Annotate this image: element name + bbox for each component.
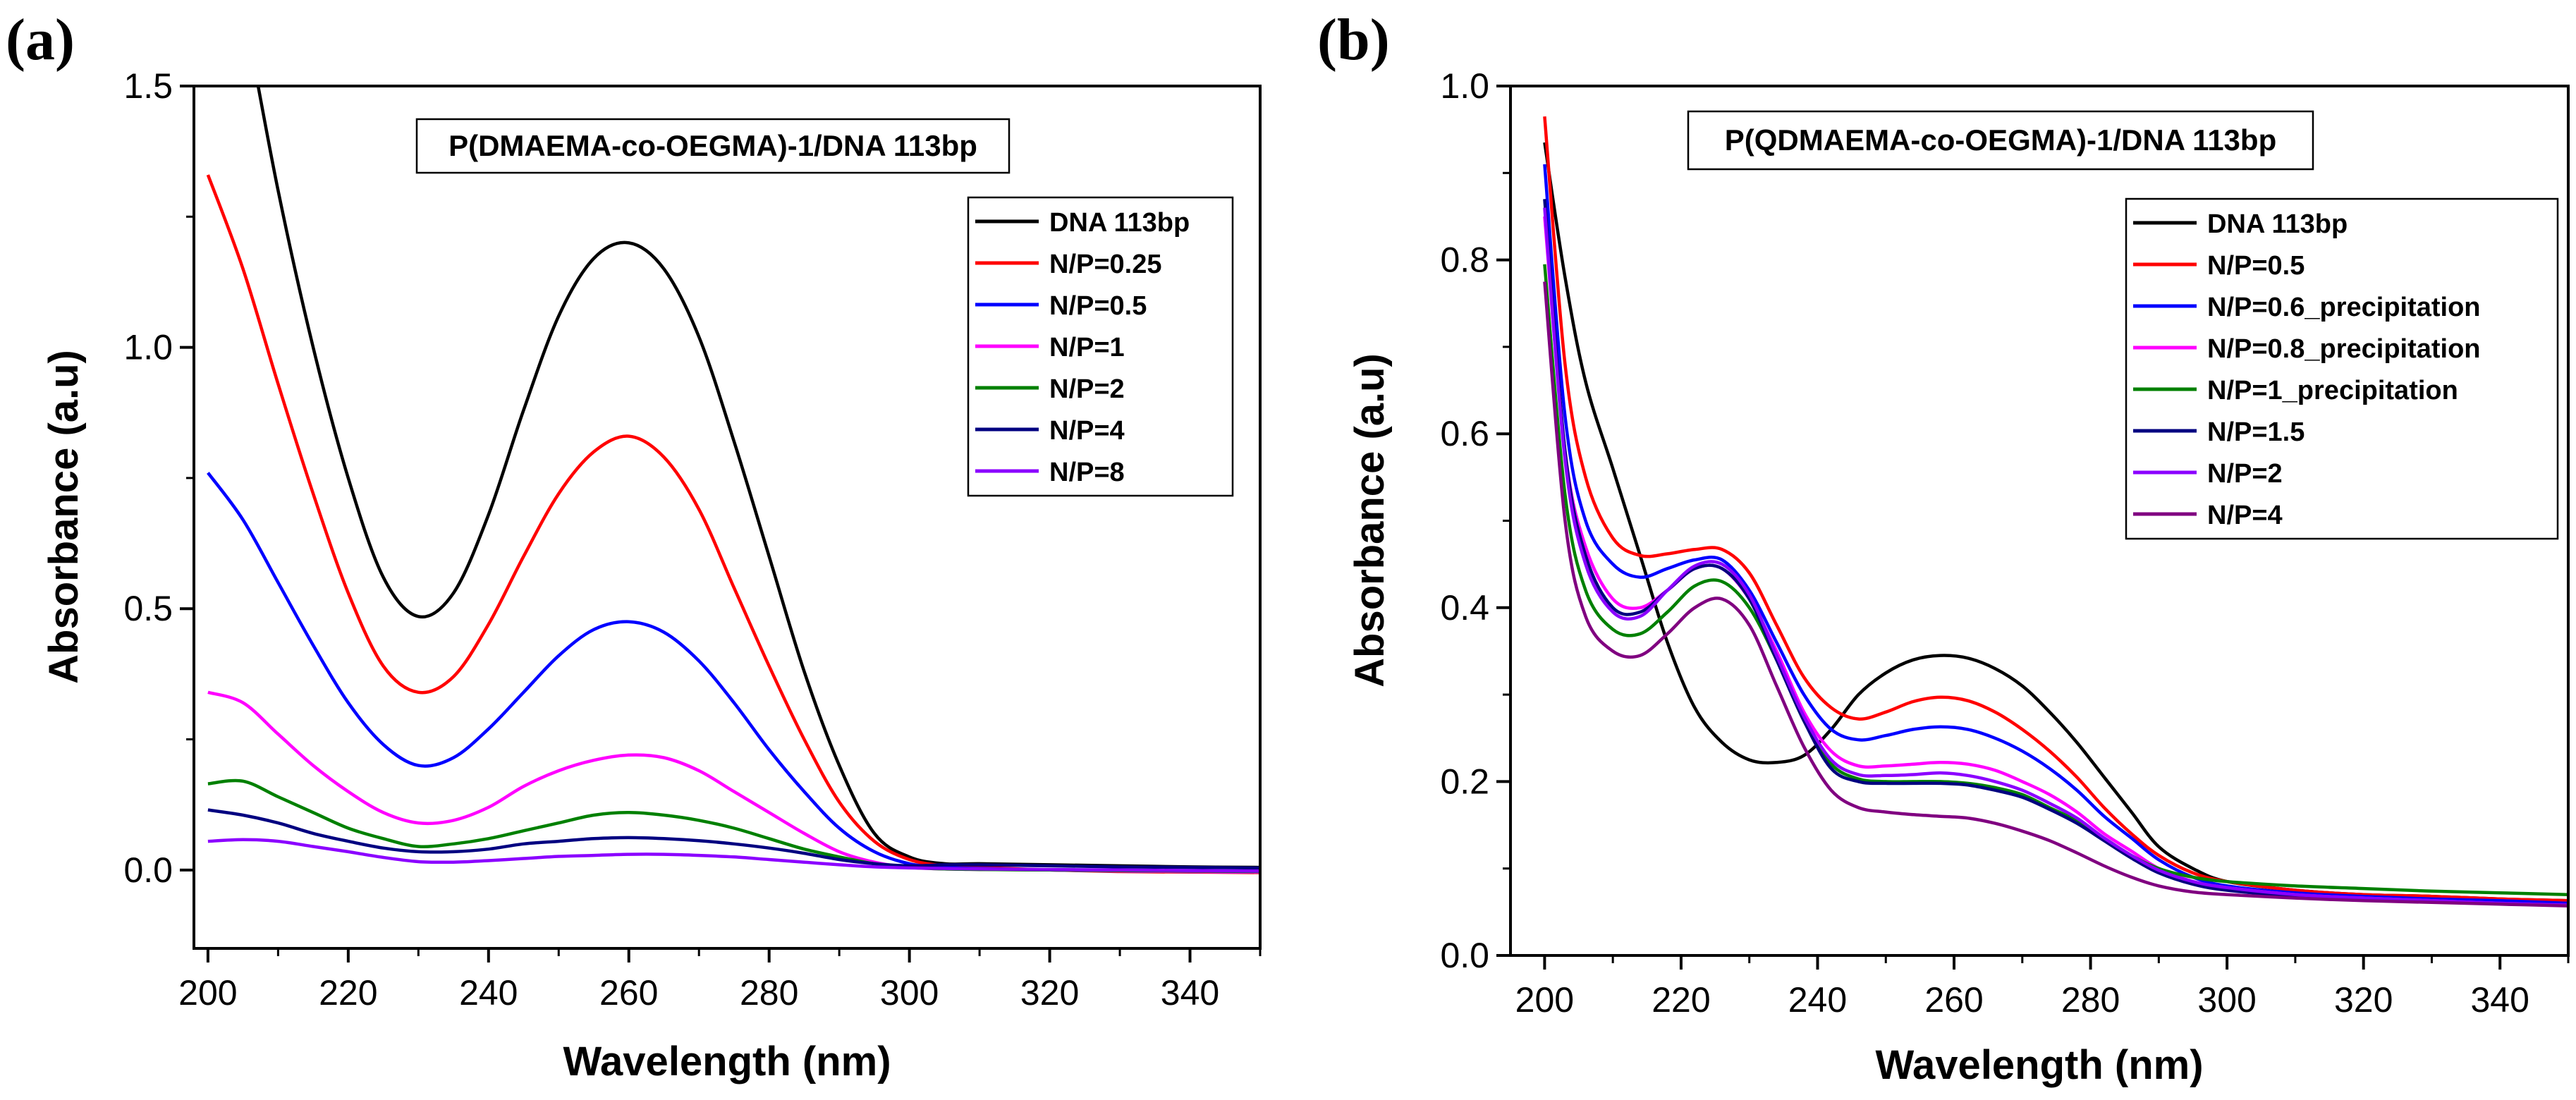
legend-label: N/P=1	[1049, 333, 1125, 362]
panel-a-title-box: P(DMAEMA-co-OEGMA)-1/DNA 113bp	[415, 118, 1011, 174]
x-tick-label: 260	[1924, 980, 1983, 1020]
x-tick-label: 260	[599, 973, 658, 1013]
y-tick-label: 0.6	[1440, 414, 1489, 453]
legend-label: N/P=1.5	[2207, 417, 2305, 447]
legend-label: N/P=1_precipitation	[2207, 376, 2458, 405]
panel-b-x-ticks: 200 220 240 260 280 300 320 340	[1515, 955, 2570, 1020]
legend-label: N/P=2	[1049, 374, 1125, 404]
x-tick-label: 220	[1652, 980, 1710, 1020]
panel-a-title: P(DMAEMA-co-OEGMA)-1/DNA 113bp	[448, 129, 977, 162]
panel-b-title: P(QDMAEMA-co-OEGMA)-1/DNA 113bp	[1725, 123, 2276, 157]
y-tick-label: 0.4	[1440, 588, 1489, 628]
y-tick-label: 0.5	[123, 589, 173, 628]
legend-box	[2125, 197, 2559, 540]
panel-a-plot-area	[206, 86, 1260, 874]
x-tick-label: 320	[2334, 980, 2393, 1020]
series-line-n-p-1-5	[1543, 199, 2568, 907]
x-tick-label: 300	[880, 973, 939, 1013]
legend-label: N/P=8	[1049, 458, 1125, 487]
y-tick-label: 0.8	[1440, 240, 1489, 280]
x-tick-label: 340	[2471, 980, 2529, 1020]
panel-b-y-axis-title: Absorbance (a.u)	[1347, 353, 1393, 688]
series-line-n-p-8	[207, 838, 1260, 873]
panel-b-plot-area	[1543, 116, 2568, 908]
panel-b-legend: DNA 113bp N/P=0.5 N/P=0.6_precipitation N/P…	[2125, 197, 2559, 540]
y-tick-label: 0.0	[1440, 936, 1489, 975]
panel-b: (b) 200 220 240 260 280 300 320 340 0.00.20.40.…	[1317, 7, 2570, 1088]
legend-label: N/P=0.5	[2207, 251, 2305, 281]
x-tick-label: 280	[2061, 980, 2120, 1020]
panel-b-y-ticks: 0.0 0.2 0.4 0.6 0.8 1.0	[1440, 66, 1510, 975]
y-tick-label: 1.5	[123, 66, 173, 106]
x-tick-label: 200	[1515, 980, 1574, 1020]
series-line-n-p-0-5	[1543, 116, 2568, 903]
legend-label: N/P=2	[2207, 459, 2283, 489]
series-line-n-p-4	[1543, 281, 2568, 908]
panel-a-x-axis-title: Wavelength (nm)	[563, 1039, 891, 1084]
x-tick-label: 300	[2197, 980, 2256, 1020]
series-line-n-p-4	[207, 808, 1260, 870]
panel-a: (a) 200 220 240 260 280 300 320 340 0.0 0.5 1.0 1.…	[6, 7, 1262, 1084]
x-tick-label: 220	[319, 973, 377, 1013]
x-tick-label: 280	[740, 973, 798, 1013]
panel-a-axes-frame	[193, 85, 1262, 950]
legend-label: N/P=0.5	[1049, 291, 1147, 321]
panel-b-axes-frame	[1509, 85, 2570, 957]
legend-label: N/P=0.8_precipitation	[2207, 334, 2481, 364]
legend-label: DNA 113bp	[1049, 208, 1190, 238]
panel-a-y-axis-title: Absorbance (a.u)	[41, 350, 87, 684]
y-tick-label: 1.0	[1440, 66, 1489, 106]
panel-b-title-box: P(QDMAEMA-co-OEGMA)-1/DNA 113bp	[1687, 110, 2314, 171]
legend-label: N/P=4	[1049, 416, 1125, 446]
panel-a-label: (a)	[6, 7, 75, 73]
x-tick-label: 240	[459, 973, 518, 1013]
panel-a-x-ticks: 200 220 240 260 280 300 320 340	[178, 948, 1262, 1013]
legend-label: N/P=0.25	[1049, 250, 1162, 279]
panel-a-y-ticks: 0.0 0.5 1.0 1.5	[123, 66, 194, 890]
legend-label: DNA 113bp	[2207, 209, 2348, 239]
y-tick-label: 0.0	[123, 850, 173, 890]
panel-a-legend: DNA 113bp N/P=0.25 N/P=0.5 N/P=1 N/P=2 N/P=4 N…	[967, 196, 1234, 497]
y-tick-label: 1.0	[123, 328, 173, 367]
series-line-n-p-1-precipitation	[1543, 264, 2568, 896]
legend-label: N/P=0.6_precipitation	[2207, 293, 2481, 322]
x-tick-label: 240	[1788, 980, 1847, 1020]
panel-b-x-axis-title: Wavelength (nm)	[1875, 1042, 2203, 1088]
y-tick-label: 0.2	[1440, 762, 1489, 801]
panel-b-label: (b)	[1317, 7, 1390, 73]
series-line-n-p-2	[1543, 207, 2568, 907]
x-tick-label: 340	[1161, 973, 1219, 1013]
x-tick-label: 320	[1020, 973, 1079, 1013]
legend-label: N/P=4	[2207, 501, 2283, 530]
x-tick-label: 200	[178, 973, 237, 1013]
